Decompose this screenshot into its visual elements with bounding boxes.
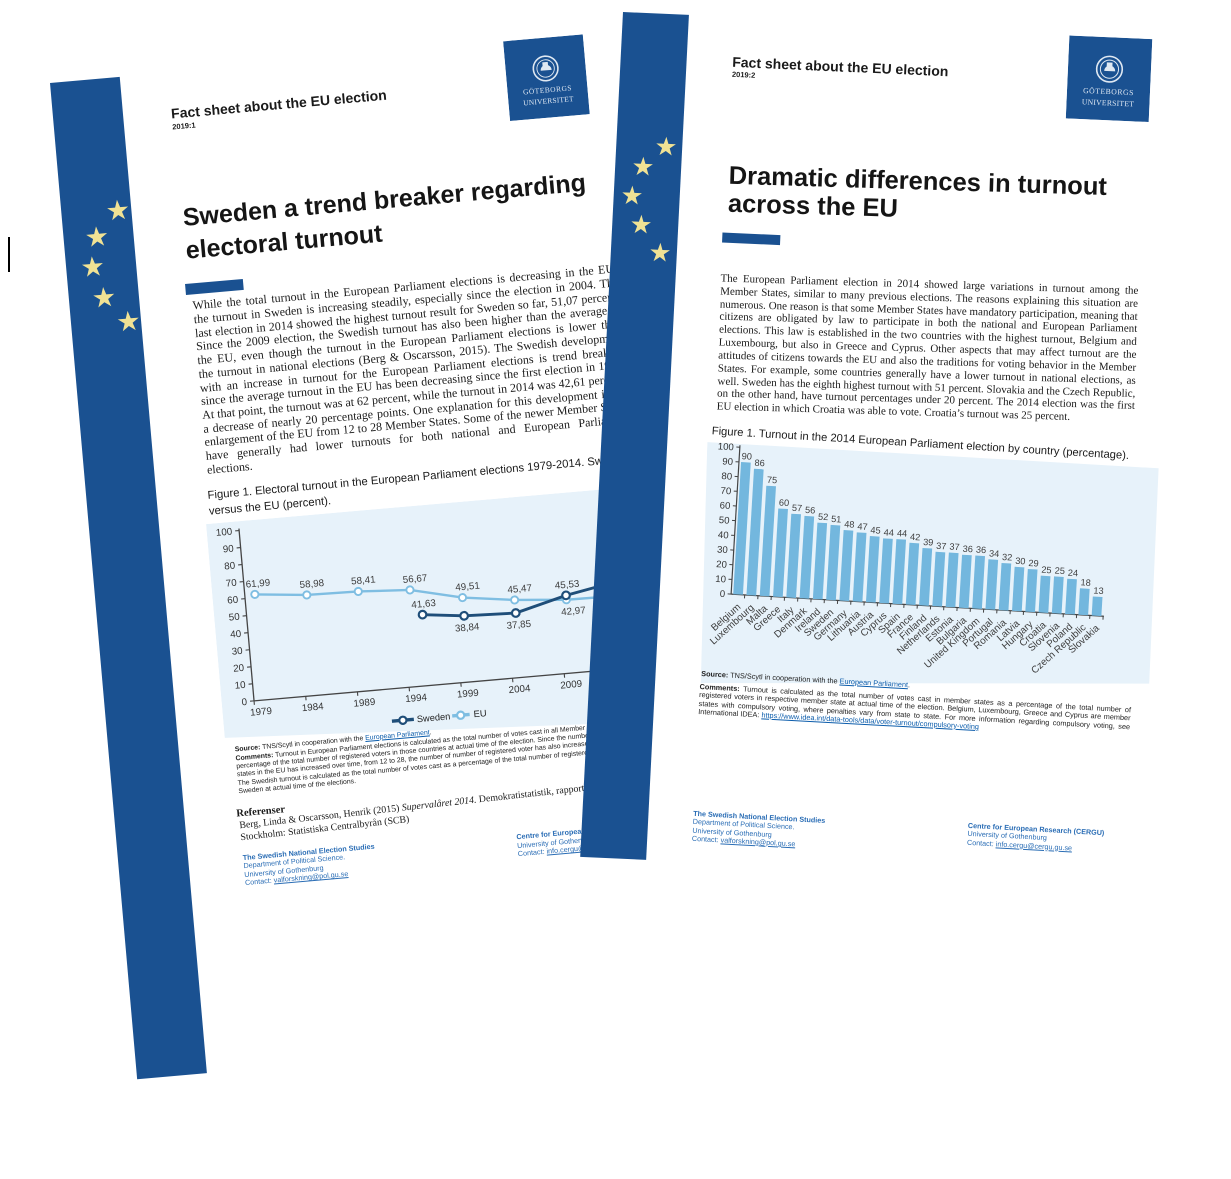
- svg-text:EU: EU: [473, 708, 487, 719]
- svg-text:41,63: 41,63: [411, 598, 437, 611]
- svg-text:86: 86: [754, 458, 765, 469]
- svg-text:25: 25: [1054, 565, 1065, 576]
- svg-text:40: 40: [230, 629, 242, 641]
- svg-text:13: 13: [1093, 585, 1104, 596]
- svg-text:34: 34: [989, 548, 1000, 559]
- svg-text:42: 42: [910, 532, 921, 543]
- svg-text:38,84: 38,84: [454, 622, 480, 635]
- svg-text:32: 32: [1002, 552, 1013, 563]
- svg-text:90: 90: [741, 451, 752, 462]
- svg-text:47: 47: [857, 521, 868, 532]
- svg-text:0: 0: [719, 589, 725, 600]
- svg-text:56,67: 56,67: [402, 573, 427, 586]
- svg-text:80: 80: [224, 561, 236, 573]
- svg-text:36: 36: [976, 545, 987, 556]
- svg-text:24: 24: [1068, 568, 1079, 579]
- svg-text:50: 50: [718, 515, 729, 527]
- svg-text:48: 48: [844, 519, 855, 530]
- svg-text:1979: 1979: [250, 706, 273, 719]
- svg-text:30: 30: [231, 646, 243, 658]
- svg-text:52: 52: [818, 512, 829, 523]
- svg-text:90: 90: [222, 544, 234, 556]
- svg-text:70: 70: [225, 578, 237, 590]
- svg-text:100: 100: [215, 527, 233, 539]
- svg-text:25: 25: [1041, 565, 1052, 576]
- svg-text:20: 20: [233, 663, 245, 675]
- svg-text:58,41: 58,41: [351, 574, 376, 587]
- svg-text:75: 75: [767, 475, 778, 486]
- svg-text:1994: 1994: [405, 692, 428, 705]
- svg-text:44: 44: [897, 528, 908, 539]
- svg-text:45,53: 45,53: [554, 579, 580, 592]
- svg-text:10: 10: [234, 680, 246, 692]
- svg-text:60: 60: [227, 595, 239, 607]
- svg-text:30: 30: [717, 544, 728, 556]
- svg-text:90: 90: [722, 456, 733, 468]
- svg-text:100: 100: [717, 441, 734, 453]
- svg-text:45: 45: [870, 525, 881, 536]
- svg-text:60: 60: [779, 497, 790, 508]
- svg-text:42,97: 42,97: [561, 605, 586, 618]
- svg-text:1984: 1984: [301, 701, 324, 714]
- svg-text:58,98: 58,98: [299, 578, 325, 591]
- svg-text:2004: 2004: [508, 683, 531, 696]
- svg-text:10: 10: [715, 574, 726, 586]
- svg-text:40: 40: [718, 530, 729, 542]
- svg-text:36: 36: [962, 544, 973, 555]
- svg-text:49,51: 49,51: [455, 581, 480, 594]
- svg-text:45,47: 45,47: [507, 583, 532, 596]
- svg-text:18: 18: [1080, 577, 1091, 588]
- svg-text:51: 51: [831, 514, 842, 525]
- svg-text:37: 37: [936, 541, 947, 552]
- svg-text:80: 80: [721, 471, 732, 483]
- svg-text:57: 57: [792, 503, 803, 514]
- svg-text:50: 50: [228, 612, 240, 624]
- svg-text:61,99: 61,99: [245, 578, 270, 591]
- svg-text:20: 20: [716, 559, 727, 571]
- svg-text:30: 30: [1015, 556, 1026, 567]
- svg-text:29: 29: [1028, 558, 1039, 569]
- svg-text:37: 37: [949, 542, 960, 553]
- svg-text:70: 70: [720, 486, 731, 498]
- svg-text:37,85: 37,85: [506, 619, 532, 632]
- svg-text:1989: 1989: [353, 697, 376, 710]
- svg-text:44: 44: [883, 527, 894, 538]
- svg-text:56: 56: [805, 505, 816, 516]
- svg-text:39: 39: [923, 537, 934, 548]
- svg-text:1999: 1999: [457, 688, 480, 701]
- svg-text:2009: 2009: [560, 679, 583, 692]
- svg-text:60: 60: [719, 500, 730, 512]
